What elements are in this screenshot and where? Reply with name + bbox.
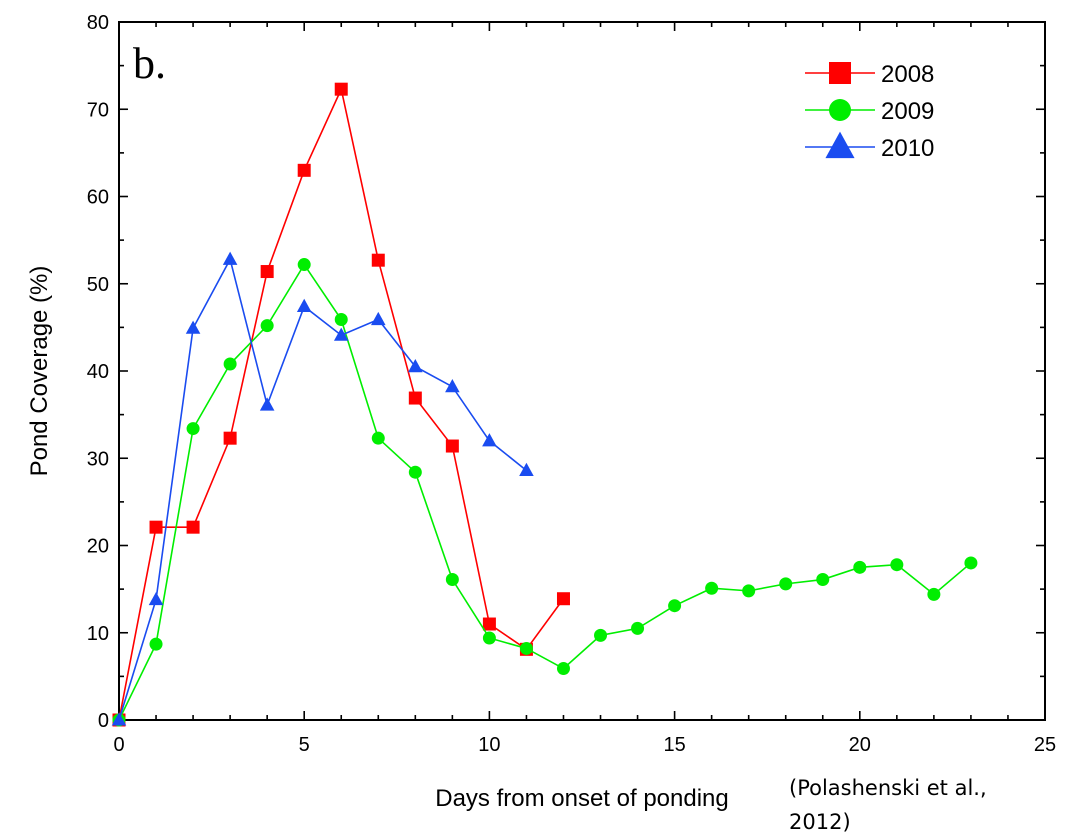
series-line-2009 (118, 263, 972, 721)
legend-item-2009: 2009 (805, 98, 934, 125)
panel-label: b. (133, 39, 166, 88)
data-point-2009 (668, 599, 682, 613)
data-point-2008 (149, 520, 163, 534)
series-line-2008 (118, 86, 565, 721)
data-point-2009 (742, 584, 756, 598)
data-point-2008 (260, 265, 274, 279)
y-axis-title: Pond Coverage (%) (26, 266, 53, 477)
data-point-2008 (223, 431, 237, 445)
legend-item-2008: 2008 (805, 61, 934, 88)
data-point-2009 (927, 587, 941, 601)
data-point-2010 (408, 358, 423, 373)
data-point-2009 (890, 558, 904, 572)
data-point-2009 (594, 628, 608, 642)
x-tick-label: 10 (478, 734, 500, 756)
series-2010 (111, 251, 534, 726)
data-point-2009 (779, 577, 793, 591)
data-point-2009 (964, 556, 978, 570)
data-point-2009 (408, 465, 422, 479)
data-point-2009 (297, 258, 311, 272)
legend-marker-triangle (825, 131, 855, 159)
legend-marker-circle (829, 99, 851, 121)
data-point-2010 (259, 397, 275, 411)
data-point-2009 (149, 637, 163, 651)
y-tick-label: 10 (87, 623, 109, 645)
data-point-2008 (371, 253, 385, 267)
data-point-2008 (482, 617, 496, 631)
x-axis-title: Days from onset of ponding (435, 785, 729, 812)
y-tick-label: 70 (87, 99, 109, 121)
data-point-2008 (556, 592, 570, 606)
x-tick-label: 5 (299, 734, 310, 756)
data-point-2009 (705, 581, 719, 595)
data-point-2010 (519, 462, 534, 477)
series-2009 (112, 258, 978, 727)
y-tick-label: 80 (87, 12, 109, 34)
data-point-2009 (186, 422, 200, 436)
data-point-2009 (334, 313, 348, 327)
legend-item-2010: 2010 (805, 131, 934, 162)
data-point-2010 (482, 433, 497, 447)
data-point-2009 (482, 631, 496, 645)
data-point-2009 (853, 560, 867, 574)
data-point-2009 (445, 573, 459, 587)
legend-label: 2008 (881, 61, 934, 88)
data-point-2008 (297, 163, 311, 177)
legend: 2008 2009 2010 (805, 61, 934, 162)
data-point-2008 (408, 391, 422, 405)
data-point-2009 (260, 319, 274, 333)
data-point-2009 (631, 621, 645, 635)
data-point-2010 (371, 311, 386, 326)
y-tick-label: 0 (98, 710, 109, 732)
data-point-2010 (148, 591, 164, 606)
data-point-2008 (186, 520, 200, 534)
data-point-2010 (333, 327, 349, 341)
data-point-2009 (556, 662, 570, 676)
series-line-2010 (118, 257, 527, 721)
x-tick-label: 15 (663, 734, 685, 756)
data-point-2009 (371, 431, 385, 445)
data-point-2008 (334, 82, 348, 96)
data-point-2010 (111, 712, 127, 726)
y-tick-label: 30 (87, 448, 109, 470)
legend-label: 2009 (881, 98, 934, 125)
data-point-2010 (185, 320, 201, 334)
series-layer (111, 82, 978, 727)
data-point-2008 (445, 439, 459, 453)
y-tick-label: 40 (87, 361, 109, 383)
y-tick-label: 60 (87, 187, 109, 209)
citation-line: (Polashenski et al., (789, 776, 987, 800)
legend-label: 2010 (881, 135, 934, 162)
y-tick-label: 20 (87, 536, 109, 558)
data-point-2009 (519, 641, 533, 655)
data-point-2010 (445, 379, 460, 393)
labels-layer: 0 5 10 15 20 25 0 10 20 30 40 50 60 70 80 Days from ons… (26, 12, 1056, 834)
axes-layer (118, 21, 1046, 721)
x-tick-label: 25 (1034, 734, 1056, 756)
x-tick-label: 0 (113, 734, 124, 756)
data-point-2009 (816, 573, 830, 587)
data-point-2009 (223, 357, 237, 371)
y-tick-label: 50 (87, 274, 109, 296)
x-tick-label: 20 (849, 734, 871, 756)
citation-line: 2012) (789, 810, 851, 834)
legend-marker-square (829, 62, 851, 84)
data-point-2010 (296, 298, 312, 312)
data-point-2010 (222, 251, 238, 265)
series-2008 (112, 82, 570, 727)
